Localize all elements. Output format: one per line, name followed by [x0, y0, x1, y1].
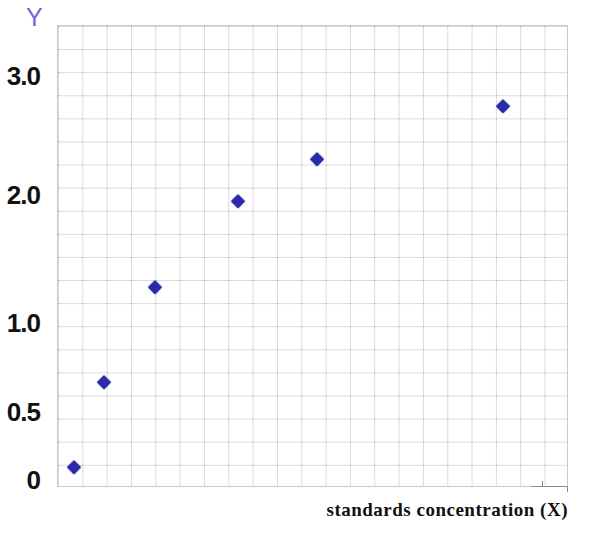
data-point — [98, 375, 112, 389]
data-point — [67, 460, 81, 474]
y-tick-labels: 3.02.01.00.50 — [0, 25, 42, 487]
axis-corner-line — [531, 486, 568, 487]
y-tick-label: 2.0 — [7, 180, 40, 211]
x-axis-label: standards concentration (X) — [327, 499, 569, 521]
plot-area — [57, 25, 568, 487]
y-tick-label: 0.5 — [7, 397, 40, 428]
elisa-standard-curve-chart: Y 3.02.01.00.50 standards concentration … — [0, 0, 600, 542]
y-tick-label: 1.0 — [7, 307, 40, 338]
y-tick-label: 0 — [27, 465, 40, 496]
y-tick-label: 3.0 — [7, 60, 40, 91]
axis-corner-extension — [567, 486, 568, 492]
data-point — [310, 152, 324, 166]
data-point — [231, 194, 245, 208]
data-point — [497, 99, 511, 113]
axis-corner-tick — [542, 481, 543, 487]
data-point — [148, 280, 162, 294]
